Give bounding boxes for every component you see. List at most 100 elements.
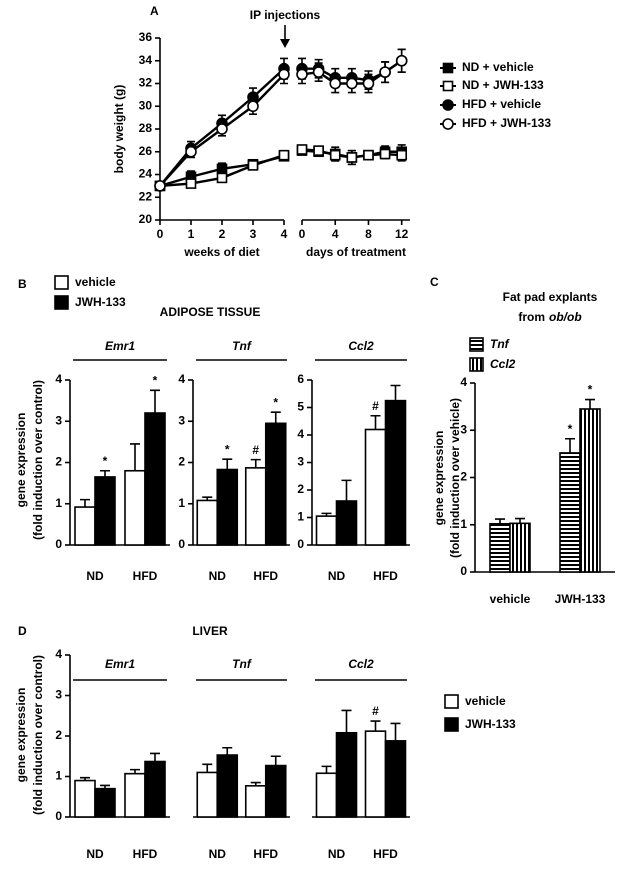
- y-tick-label: 2: [55, 455, 62, 469]
- x-tick-label: 4: [281, 227, 288, 241]
- legend-label: vehicle: [465, 694, 506, 708]
- y-tick-label: 24: [139, 167, 153, 181]
- point: [216, 172, 228, 184]
- significance-mark: *: [568, 422, 573, 436]
- legend-swatch: [469, 357, 484, 372]
- y-tick-label: 1: [178, 496, 185, 510]
- y-tick-label: 30: [139, 98, 153, 112]
- error-bar: [585, 398, 595, 409]
- y-axis-label: (fold induction over control): [31, 380, 45, 540]
- x-tick-label: HFD: [133, 847, 158, 861]
- x-tick-label: ND: [209, 847, 227, 861]
- y-tick-label: 34: [139, 53, 153, 67]
- bar: [144, 760, 166, 818]
- point: [247, 160, 259, 171]
- point: [296, 68, 308, 81]
- y-axis-label: gene expression: [14, 688, 28, 783]
- y-tick-label: 3: [178, 413, 185, 427]
- point: [395, 54, 408, 67]
- bar: [489, 523, 511, 573]
- bar: [94, 787, 116, 818]
- point: [296, 144, 308, 155]
- bar: [124, 469, 146, 546]
- bar: [196, 499, 219, 546]
- legend-swatch: [444, 694, 459, 709]
- bar: [244, 467, 267, 546]
- x-tick-label: ND: [86, 847, 104, 861]
- significance-mark: #: [372, 399, 379, 413]
- y-tick-label: 6: [297, 372, 304, 386]
- point: [278, 68, 290, 81]
- point: [247, 100, 259, 113]
- point: [185, 145, 197, 158]
- bar: [579, 408, 601, 573]
- y-tick-label: 26: [139, 144, 153, 158]
- significance-mark: #: [252, 443, 259, 457]
- x-tick-label: 2: [219, 227, 226, 241]
- error-bar: [341, 479, 352, 501]
- error-bar: [222, 458, 233, 470]
- point: [216, 163, 228, 175]
- y-tick-label: 5: [297, 400, 304, 414]
- gene-title: Emr1: [105, 339, 135, 353]
- panel-label: C: [430, 275, 439, 289]
- x-tick-label: 1: [188, 227, 195, 241]
- bar: [364, 428, 387, 546]
- panel-label: D: [18, 624, 27, 638]
- subtitle-part: from: [518, 310, 545, 324]
- y-tick-label: 28: [139, 121, 153, 135]
- x-tick-label: HFD: [373, 847, 398, 861]
- legend-marker: [442, 80, 454, 92]
- y-tick-label: 1: [55, 496, 62, 510]
- y-tick-label: 4: [55, 647, 62, 661]
- error-bar: [250, 458, 261, 468]
- legend-label: Ccl2: [490, 357, 516, 371]
- bar: [335, 500, 358, 546]
- legend-label: JWH-133: [465, 717, 516, 731]
- bar: [509, 522, 531, 573]
- y-tick-label: 22: [139, 189, 153, 203]
- x-tick-label: JWH-133: [555, 592, 606, 606]
- x-tick-label: HFD: [373, 569, 398, 583]
- arrow-head: [280, 39, 290, 48]
- bar: [124, 772, 146, 818]
- y-tick-label: 2: [297, 482, 304, 496]
- y-tick-label: 1: [55, 769, 62, 783]
- error-bar: [202, 763, 213, 773]
- error-bar: [270, 411, 281, 424]
- legend-label: Tnf: [490, 337, 510, 351]
- legend-swatch: [54, 275, 69, 290]
- legend-swatch: [444, 717, 459, 732]
- legend-label: JWH-133: [75, 295, 126, 309]
- significance-mark: *: [273, 395, 278, 409]
- y-tick-label: 4: [297, 427, 304, 441]
- legend-swatch: [54, 295, 69, 310]
- panel-title: ADIPOSE TISSUE: [160, 305, 261, 319]
- x-axis-label: days of treatment: [306, 245, 406, 259]
- y-tick-label: 2: [55, 728, 62, 742]
- y-tick-label: 1: [460, 517, 467, 531]
- gene-title: Ccl2: [348, 339, 374, 353]
- gene-title: Tnf: [232, 657, 252, 671]
- error-bar: [150, 389, 160, 413]
- significance-mark: *: [103, 454, 108, 468]
- y-tick-label: 3: [460, 422, 467, 436]
- y-tick-label: 1: [297, 510, 304, 524]
- error-bar: [370, 720, 381, 732]
- point: [362, 77, 375, 90]
- y-axis-label: gene expression: [432, 431, 446, 526]
- x-tick-label: 0: [299, 227, 306, 241]
- error-bar: [390, 384, 401, 401]
- x-tick-label: 0: [157, 227, 164, 241]
- y-tick-label: 32: [139, 76, 153, 90]
- bar: [335, 731, 358, 818]
- x-tick-label: ND: [328, 569, 346, 583]
- panel-title: Fat pad explants: [503, 290, 598, 304]
- y-tick-label: 4: [178, 372, 185, 386]
- y-tick-label: 0: [460, 564, 467, 578]
- significance-mark: *: [588, 383, 593, 397]
- x-tick-label: 12: [395, 227, 409, 241]
- legend-label: vehicle: [75, 275, 116, 289]
- gene-title: Tnf: [232, 339, 252, 353]
